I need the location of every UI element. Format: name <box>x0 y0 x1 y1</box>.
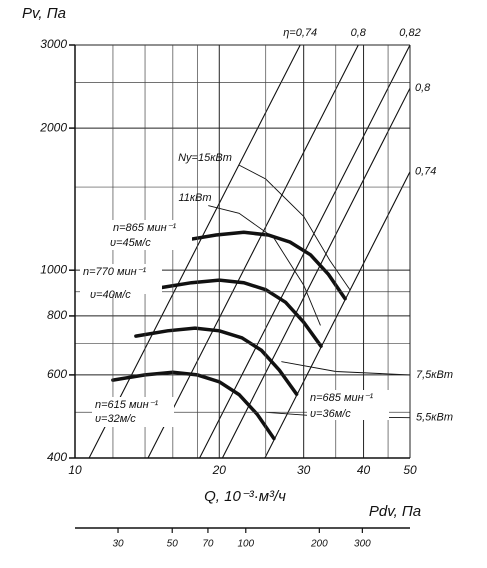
x2-axis-title: Pdv, Па <box>369 503 421 520</box>
x-tick-label: 30 <box>297 463 311 477</box>
y-tick-label: 2000 <box>39 120 67 134</box>
label-bg <box>92 397 174 427</box>
efficiency-line <box>264 171 410 458</box>
x2-tick-label: 30 <box>112 539 124 550</box>
efficiency-label: η=0,74 <box>283 27 317 39</box>
efficiency-line <box>147 45 359 458</box>
x2-tick-label: 100 <box>237 539 254 550</box>
fan-curve <box>157 278 323 348</box>
power-line <box>281 361 410 376</box>
fan-curve <box>182 230 347 301</box>
label-bg <box>110 220 192 250</box>
efficiency-label: 0,8 <box>351 27 367 39</box>
x-tick-label: 10 <box>68 463 82 477</box>
power-label: 7,5кВт <box>416 369 453 381</box>
power-label: 5,5кВт <box>416 412 453 424</box>
y-tick-label: 600 <box>47 367 67 381</box>
curve-label: n=770 мин⁻¹ <box>83 266 146 278</box>
x2-tick-label: 70 <box>202 539 214 550</box>
y-tick-label: 800 <box>47 308 67 322</box>
y-axis-title: Pv, Па <box>22 5 66 22</box>
y-tick-label: 400 <box>47 450 67 464</box>
efficiency-label: 0,74 <box>415 166 436 178</box>
efficiency-line <box>221 87 410 458</box>
curve-label: υ=40м/с <box>90 289 131 301</box>
efficiency-line <box>88 45 301 458</box>
efficiency-label: 0,8 <box>415 82 431 94</box>
x2-tick-label: 200 <box>310 539 328 550</box>
x-tick-label: 40 <box>357 463 371 477</box>
curve-label: υ=36м/с <box>310 408 351 420</box>
curve-label: n=865 мин⁻¹ <box>113 222 176 234</box>
curve-label: n=615 мин⁻¹ <box>95 399 158 411</box>
x-tick-label: 50 <box>403 463 417 477</box>
x-tick-label: 20 <box>212 463 227 477</box>
power-label: 11кВт <box>178 192 211 204</box>
efficiency-label: 0,82 <box>399 27 420 39</box>
y-tick-label: 1000 <box>40 262 67 276</box>
curve-label: υ=45м/с <box>110 237 151 249</box>
label-bg <box>80 264 162 294</box>
y-tick-label: 3000 <box>40 37 67 51</box>
x2-tick-label: 50 <box>167 539 179 550</box>
fan-curve <box>134 326 299 396</box>
curve-label: υ=32м/с <box>95 413 136 425</box>
label-bg <box>307 390 389 420</box>
x-axis-title: Q, 10⁻³·м³/ч <box>204 488 286 505</box>
power-label: Ny=15кВт <box>178 152 232 164</box>
curve-label: n=685 мин⁻¹ <box>310 392 373 404</box>
x2-tick-label: 300 <box>354 539 371 550</box>
